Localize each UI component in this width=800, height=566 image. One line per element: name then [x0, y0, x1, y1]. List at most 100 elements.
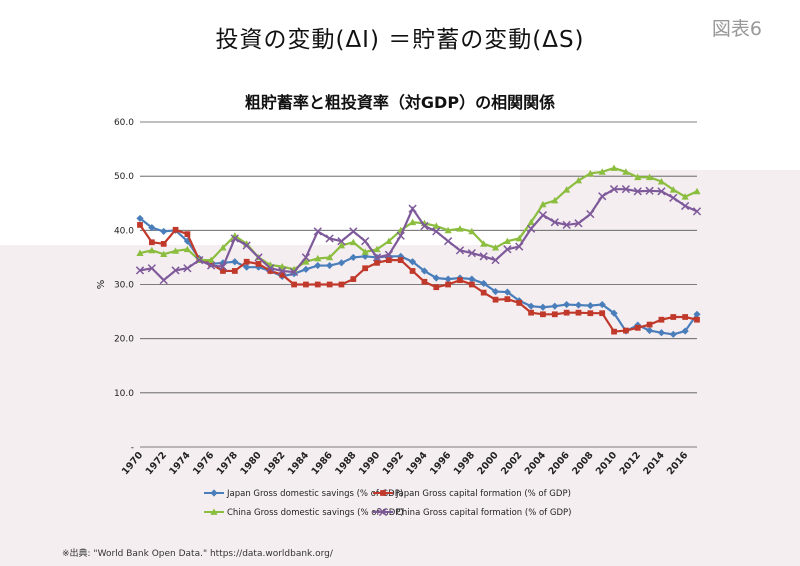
point-x — [242, 241, 251, 250]
point-x-stroke — [378, 507, 388, 517]
point-x-stroke — [692, 207, 702, 216]
point-x — [562, 220, 571, 230]
point-triangle — [515, 234, 523, 242]
point-diamond — [468, 275, 476, 283]
point-x — [515, 242, 524, 251]
point-x-stroke — [159, 276, 168, 285]
point-x-stroke — [135, 266, 145, 275]
point-diamond — [480, 279, 488, 288]
point-x-stroke — [574, 219, 583, 228]
source-note: ※出典: "World Bank Open Data." https://dat… — [62, 549, 333, 559]
x-tick-label: 2016 — [665, 450, 691, 478]
point-diamond — [314, 261, 322, 270]
legend: Japan Gross domestic savings (% of GDP)J… — [204, 489, 571, 518]
point-square — [255, 261, 262, 267]
point-diamond — [657, 329, 666, 337]
point-x — [443, 237, 453, 246]
point-x — [479, 252, 488, 261]
point-triangle — [503, 237, 511, 245]
point-x — [206, 261, 216, 270]
point-x — [349, 227, 358, 236]
point-x — [467, 248, 476, 258]
point-square — [694, 316, 700, 323]
x-tick-label: 1980 — [238, 450, 264, 478]
y-tick-label: 20.0 — [114, 335, 134, 345]
point-triangle — [444, 226, 452, 234]
point-square — [516, 300, 523, 306]
point-square — [623, 327, 629, 334]
x-tick-label: 1998 — [452, 450, 478, 478]
point-x-stroke — [479, 252, 488, 261]
point-square — [397, 257, 404, 264]
x-tick-label: 1992 — [381, 450, 406, 477]
point-x — [455, 246, 465, 255]
point-x — [396, 231, 405, 240]
point-x — [325, 234, 334, 243]
x-tick-label: 2008 — [570, 450, 596, 478]
x-tick-label: 2014 — [641, 450, 667, 478]
point-x — [609, 185, 619, 194]
point-x — [503, 245, 512, 254]
figure-label: 図表6 — [711, 18, 762, 40]
point-square — [184, 231, 191, 238]
point-square — [480, 289, 487, 296]
background-band — [0, 245, 800, 566]
point-triangle — [385, 237, 393, 245]
point-diamond — [160, 227, 168, 236]
point-triangle — [432, 222, 440, 229]
point-x-stroke — [206, 261, 216, 270]
point-x-stroke — [183, 264, 192, 273]
point-x-stroke — [325, 234, 334, 243]
point-diamond — [503, 288, 511, 296]
point-square — [587, 310, 594, 317]
point-square — [457, 277, 463, 284]
point-triangle — [645, 173, 654, 181]
point-diamond — [681, 327, 689, 335]
y-tick-label: 30.0 — [114, 281, 134, 291]
point-x — [538, 211, 548, 220]
point-triangle — [183, 245, 192, 253]
point-x-stroke — [266, 264, 275, 273]
point-triangle — [302, 258, 310, 265]
point-x — [147, 264, 156, 273]
point-square — [551, 311, 558, 318]
point-diamond — [210, 489, 218, 497]
point-square — [172, 226, 179, 233]
point-x-stroke — [443, 237, 453, 246]
x-tick-label: 2000 — [475, 450, 501, 478]
x-tick-label: 2002 — [499, 450, 524, 477]
point-x — [218, 262, 228, 271]
point-x-stroke — [408, 204, 417, 213]
point-x — [135, 266, 145, 275]
point-x-stroke — [372, 253, 382, 262]
point-diamond — [432, 274, 440, 282]
point-x-stroke — [337, 237, 346, 246]
point-x — [372, 253, 382, 262]
x-tick-label: 1970 — [120, 450, 146, 478]
point-triangle — [586, 169, 594, 177]
point-triangle — [527, 218, 535, 226]
point-x — [254, 253, 263, 262]
x-tick-label: 1988 — [333, 450, 359, 478]
point-x — [361, 237, 370, 246]
point-diamond — [349, 253, 357, 262]
point-diamond — [243, 263, 251, 271]
point-diamond — [586, 302, 594, 310]
point-square — [338, 281, 345, 288]
point-x-stroke — [669, 193, 678, 202]
axes: -10.020.030.040.050.060.0%19701972197419… — [96, 118, 697, 477]
point-x-stroke — [515, 242, 524, 251]
point-x — [491, 255, 500, 265]
point-x-stroke — [491, 255, 500, 265]
point-triangle — [278, 263, 286, 270]
legend-entry: China Gross domestic savings (% of GDP) — [204, 508, 404, 518]
point-square — [421, 278, 428, 285]
point-triangle — [657, 177, 666, 185]
point-square — [385, 257, 392, 264]
point-x-stroke — [301, 253, 311, 262]
point-triangle — [551, 196, 559, 204]
point-x — [159, 276, 168, 285]
point-square — [267, 268, 274, 274]
x-tick-label: 1994 — [404, 450, 430, 478]
point-triangle — [207, 256, 215, 264]
